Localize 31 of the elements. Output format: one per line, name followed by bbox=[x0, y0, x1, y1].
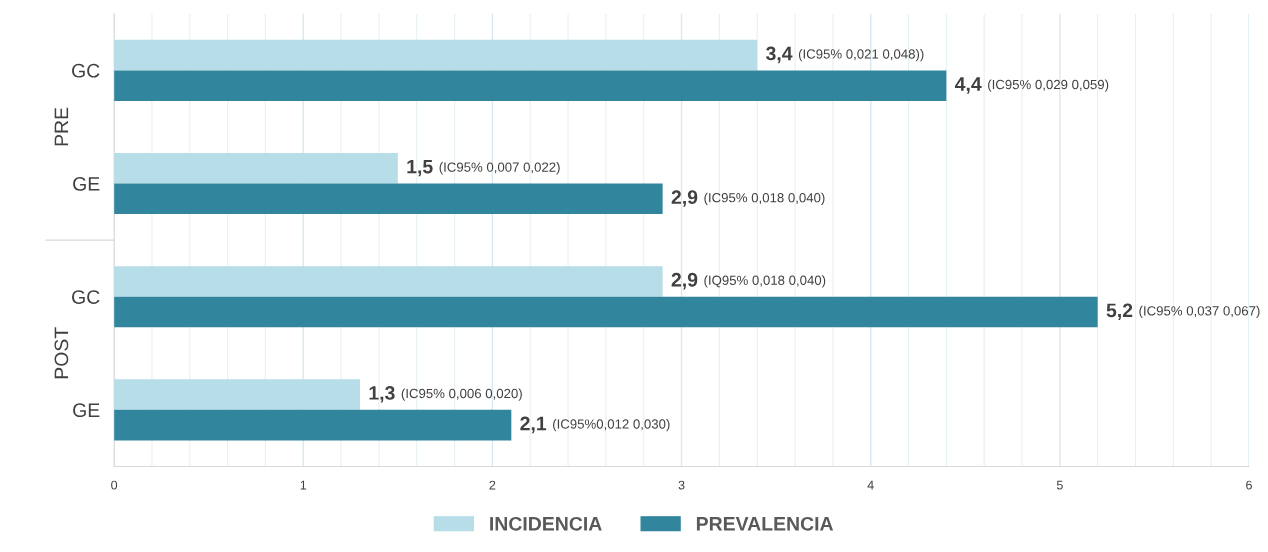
bar bbox=[114, 70, 947, 101]
bar bbox=[114, 379, 361, 410]
data-label: 2,1 (IC95%0,012 0,030) bbox=[520, 416, 670, 434]
x-tick-label: 4 bbox=[867, 480, 874, 490]
bar bbox=[114, 183, 663, 215]
data-label: 1,3 (IC95% 0,006 0,020) bbox=[369, 386, 522, 403]
y-tick-label: GE bbox=[73, 177, 100, 191]
bar bbox=[114, 266, 663, 297]
text: PRE bbox=[54, 107, 69, 146]
bar bbox=[114, 409, 512, 441]
x-tick-label: 1 bbox=[300, 480, 307, 490]
x-tick-label: 6 bbox=[1246, 480, 1252, 490]
bar bbox=[114, 296, 1098, 328]
y-tick-label: GC bbox=[72, 290, 100, 304]
data-label: 3,4 (IC95% 0,021 0,048)) bbox=[765, 46, 924, 64]
data-label: 1,5 (IC95% 0,007 0,022) bbox=[407, 159, 560, 177]
y-tick-label: GE bbox=[73, 403, 100, 418]
bar bbox=[114, 39, 758, 71]
x-tick-label: 0 bbox=[111, 480, 118, 490]
data-label: 5,2 (IC95% 0,037 0,067) bbox=[1106, 303, 1260, 321]
text: POST bbox=[54, 327, 69, 379]
data-label: 2,9 (IC95% 0,018 0,040) bbox=[671, 190, 825, 207]
x-tick-label: 5 bbox=[1056, 480, 1063, 490]
x-tick-label: 3 bbox=[678, 480, 685, 490]
y-tick-label: GC bbox=[72, 63, 100, 78]
x-tick-label: 2 bbox=[489, 480, 496, 490]
legend-label: PREVALENCIA bbox=[696, 516, 834, 531]
data-label: 4,4 (IC95% 0,029 0,059) bbox=[954, 77, 1109, 94]
data-label: 2,9 (IQ95% 0,018 0,040) bbox=[671, 272, 826, 290]
legend-label: INCIDENCIA bbox=[490, 516, 602, 531]
bar bbox=[114, 152, 398, 184]
